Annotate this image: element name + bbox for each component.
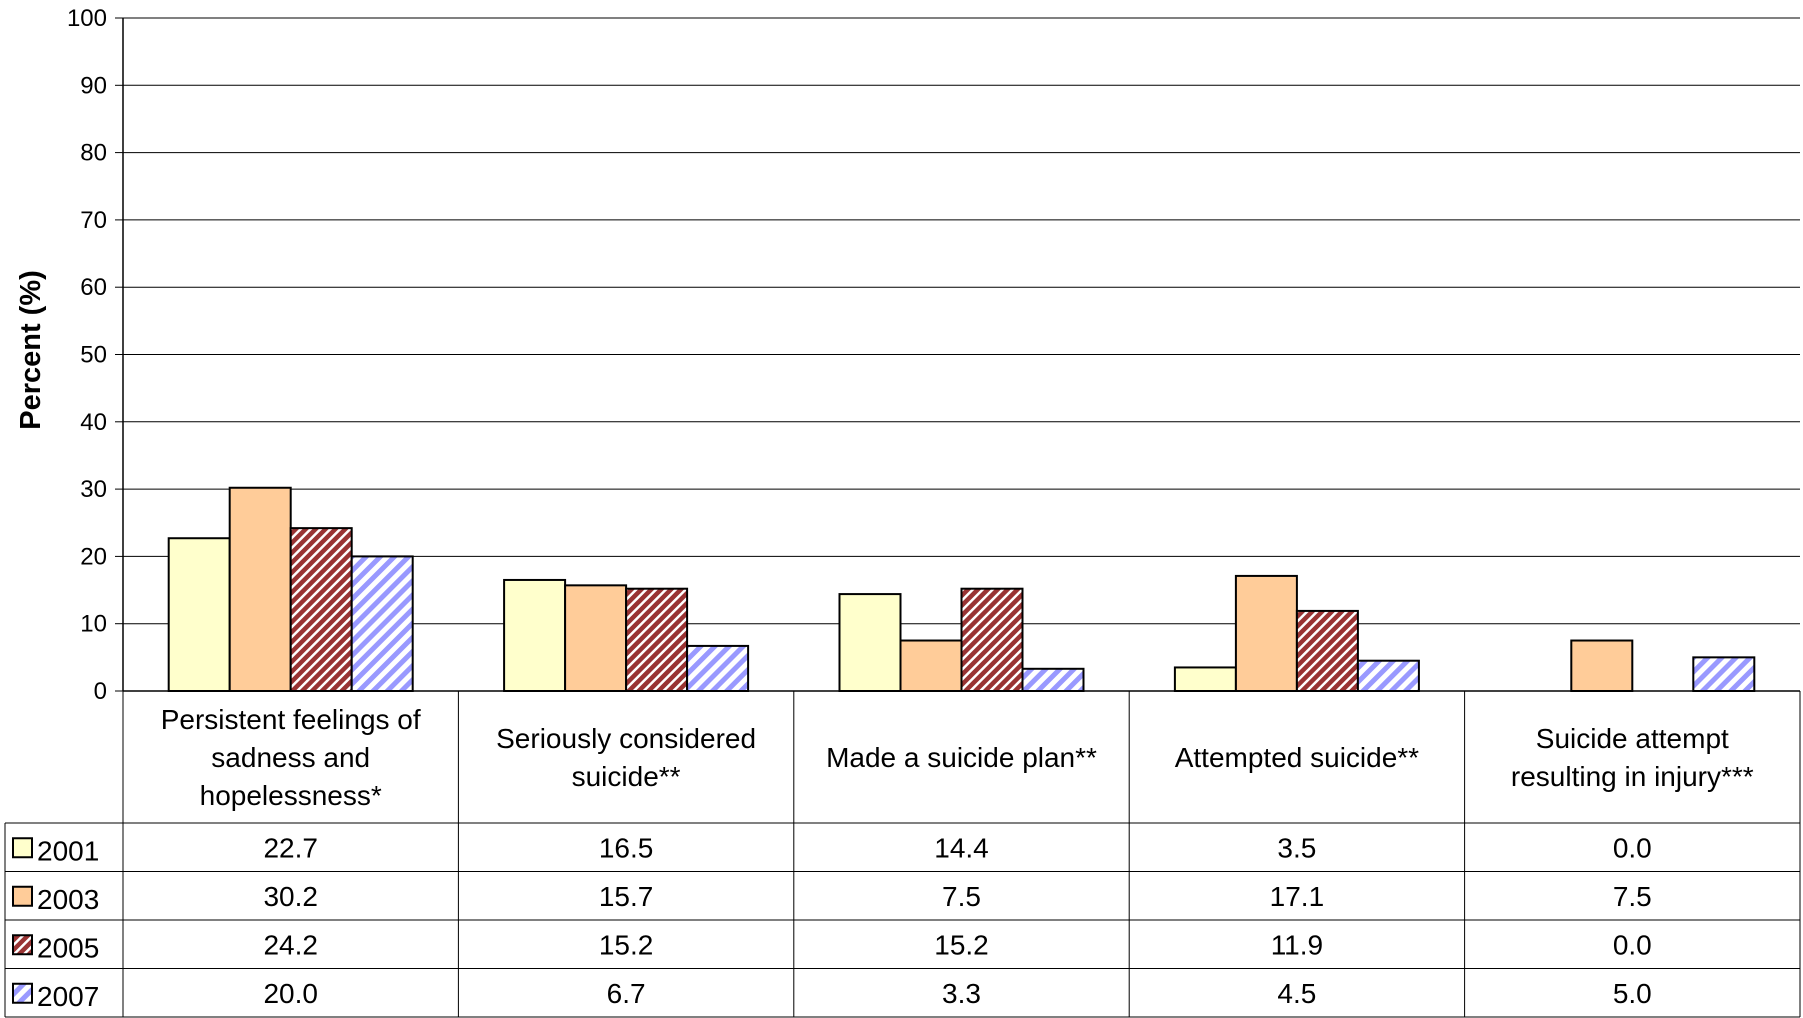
- data-label: 3.5: [1277, 832, 1316, 863]
- bar-2003: [564, 584, 628, 692]
- data-label: 3.3: [942, 978, 981, 1009]
- data-label: 15.2: [599, 929, 654, 960]
- data-label: 20.0: [263, 978, 318, 1009]
- data-table: Persistent feelings of sadness and hopeles…: [4, 691, 1801, 1018]
- y-tick-label: 90: [80, 72, 107, 99]
- data-label: 4.5: [1277, 978, 1316, 1009]
- bar-2007: [1021, 667, 1085, 693]
- y-tick-label: 0: [94, 678, 107, 705]
- data-label: 15.7: [599, 881, 654, 912]
- series-name: 2007: [37, 981, 99, 1012]
- data-label: 16.5: [599, 832, 654, 863]
- legend-key-2001: [12, 837, 33, 859]
- data-label: 7.5: [1613, 881, 1652, 912]
- y-tick-label: 60: [80, 274, 107, 301]
- bar-2003: [228, 486, 292, 692]
- data-label: 7.5: [942, 881, 981, 912]
- legend-key-2007: [12, 982, 33, 1004]
- axes: 0 10 20 30 40 50 60 70 80 90 100: [67, 5, 1800, 705]
- y-tick-label: 100: [67, 5, 107, 32]
- category-label: hopelessness*: [200, 780, 382, 811]
- data-label: 22.7: [263, 832, 318, 863]
- bar-2007: [1692, 656, 1756, 692]
- bar-2005: [289, 527, 353, 692]
- y-tick-label: 70: [80, 207, 107, 234]
- legend-key-2005: [12, 934, 33, 956]
- bar-2003: [1570, 639, 1634, 693]
- category-label: Attempted suicide**: [1175, 742, 1419, 773]
- data-label: 0.0: [1613, 929, 1652, 960]
- category-label: sadness and: [211, 742, 370, 773]
- bar-2001: [167, 537, 231, 692]
- bar-2005: [625, 587, 689, 692]
- y-tick-label: 80: [80, 140, 107, 167]
- y-tick-label: 30: [80, 476, 107, 503]
- y-tick-label: 40: [80, 409, 107, 436]
- series-name: 2005: [37, 932, 99, 963]
- category-label: suicide**: [572, 761, 681, 792]
- bar-2003: [1234, 574, 1298, 692]
- data-label: 15.2: [934, 929, 989, 960]
- data-label: 6.7: [607, 978, 646, 1009]
- gridlines: [123, 17, 1800, 625]
- series-name: 2003: [37, 884, 99, 915]
- data-label: 17.1: [1270, 881, 1325, 912]
- y-axis-title: Percent (%): [15, 270, 47, 430]
- category-label: Seriously considered: [496, 723, 756, 754]
- bar-2007: [1356, 659, 1420, 693]
- bar-2001: [503, 578, 567, 693]
- legend-key-2003: [12, 885, 33, 907]
- y-tick-label: 50: [80, 342, 107, 369]
- data-label: 30.2: [263, 881, 318, 912]
- data-label: 5.0: [1613, 978, 1652, 1009]
- category-label: Suicide attempt: [1536, 723, 1729, 754]
- bar-2001: [838, 593, 902, 693]
- y-tick-label: 10: [80, 611, 107, 638]
- data-label: 14.4: [934, 832, 989, 863]
- data-label: 0.0: [1613, 832, 1652, 863]
- y-tick-label: 20: [80, 543, 107, 570]
- bars: [167, 486, 1756, 693]
- series-name: 2001: [37, 835, 99, 866]
- bar-2005: [1295, 609, 1359, 693]
- bar-2007: [350, 555, 414, 693]
- category-label: resulting in injury***: [1511, 761, 1754, 792]
- category-label: Persistent feelings of: [161, 704, 421, 735]
- bar-2001: [1173, 666, 1237, 693]
- data-label: 11.9: [1271, 929, 1323, 960]
- data-label: 24.2: [263, 929, 318, 960]
- bar-2007: [686, 644, 750, 692]
- bar-2005: [960, 587, 1024, 692]
- category-label: Made a suicide plan**: [826, 742, 1097, 773]
- bar-2003: [899, 639, 963, 693]
